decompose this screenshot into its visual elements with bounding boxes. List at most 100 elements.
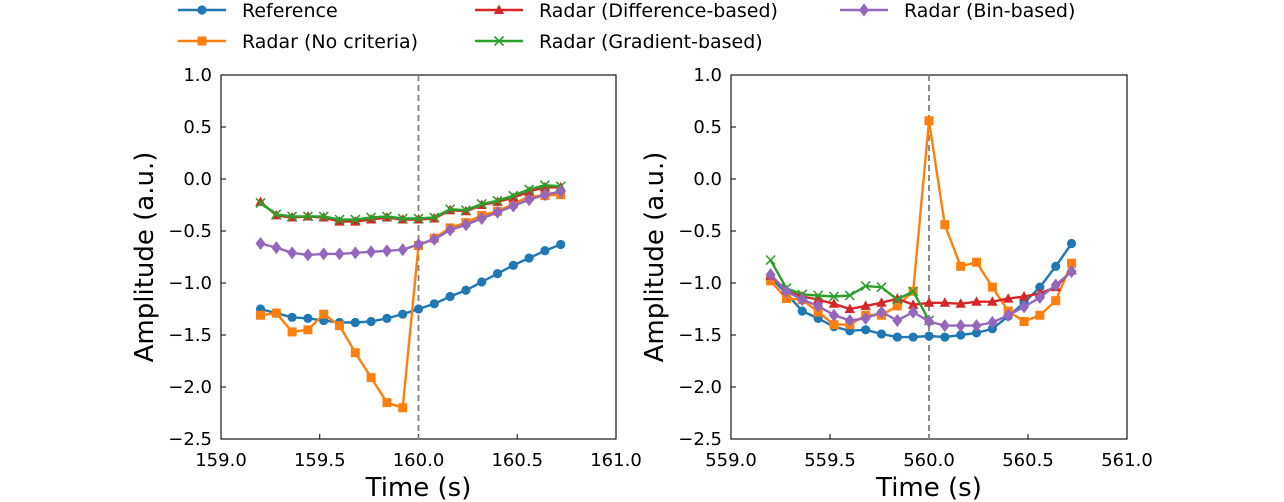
- data-point-bin-based: [892, 313, 903, 327]
- data-point-difference-based: [923, 297, 935, 307]
- y-tick-label: −1.5: [168, 325, 212, 346]
- data-point-gradient-based: [287, 211, 298, 222]
- legend-label: Radar (Bin-based): [904, 0, 1075, 22]
- data-point-gradient-based: [908, 286, 919, 297]
- data-point-gradient-based: [366, 212, 377, 223]
- data-point-reference: [861, 325, 871, 335]
- data-point-bin-based: [334, 247, 345, 261]
- data-point-reference: [524, 253, 534, 263]
- data-point-reference: [477, 277, 487, 287]
- data-point-gradient-based: [844, 290, 855, 301]
- x-tick-label: 161.0: [590, 450, 642, 471]
- data-point-bin-based: [876, 305, 887, 319]
- legend-marker: [197, 36, 207, 46]
- legend-label: Radar (Gradient-based): [539, 31, 763, 53]
- data-point-bin-based: [1003, 308, 1014, 322]
- data-point-bin-based: [539, 188, 550, 202]
- data-point-gradient-based: [860, 281, 871, 292]
- data-point-no-criteria: [956, 261, 966, 271]
- series-bin-based: [255, 184, 566, 262]
- data-point-bin-based: [445, 223, 456, 237]
- y-axis-label: Amplitude (a.u.): [130, 152, 160, 363]
- x-tick-label: 559.5: [804, 450, 856, 471]
- data-point-no-criteria: [271, 308, 281, 318]
- data-point-difference-based: [955, 298, 966, 308]
- y-tick-label: −0.5: [678, 221, 722, 242]
- data-point-gradient-based: [413, 213, 424, 224]
- data-point-reference: [940, 332, 950, 342]
- data-point-difference-based: [907, 299, 919, 309]
- data-point-gradient-based: [460, 205, 471, 216]
- data-point-gradient-based: [255, 197, 266, 208]
- data-point-gradient-based: [828, 291, 840, 302]
- data-point-reference: [1035, 282, 1045, 292]
- data-point-reference: [303, 313, 313, 323]
- data-point-no-criteria: [1035, 310, 1045, 320]
- data-point-no-criteria: [303, 325, 313, 335]
- data-point-bin-based: [987, 316, 998, 330]
- data-point-reference: [540, 246, 550, 256]
- data-point-no-criteria: [256, 310, 265, 320]
- data-point-reference: [971, 328, 982, 338]
- data-point-no-criteria: [350, 348, 360, 358]
- y-tick-label: 1.0: [693, 65, 722, 86]
- series-reference: [255, 239, 566, 328]
- data-point-bin-based: [844, 313, 855, 327]
- x-tick-label: 561.0: [1101, 450, 1153, 471]
- data-point-reference: [366, 316, 376, 327]
- data-point-reference: [413, 304, 424, 314]
- data-point-difference-based: [987, 296, 998, 306]
- legend: Reference Radar (No criteria) Radar (Diffe…: [178, 0, 1075, 53]
- data-point-bin-based: [460, 218, 471, 232]
- data-point-bin-based: [971, 319, 982, 333]
- y-axis-label: Amplitude (a.u.): [640, 152, 670, 363]
- data-point-bin-based: [555, 184, 566, 198]
- data-point-gradient-based: [524, 184, 535, 195]
- data-point-bin-based: [1019, 300, 1030, 314]
- legend-item-reference: Reference: [178, 0, 338, 22]
- x-tick-label: 159.5: [294, 450, 346, 471]
- legend-item-bin-based: Radar (Bin-based): [840, 0, 1075, 22]
- data-point-reference: [445, 291, 455, 302]
- y-tick-label: 0.0: [183, 169, 212, 190]
- y-tick-label: −1.0: [678, 273, 722, 294]
- data-point-reference: [556, 239, 566, 250]
- data-point-difference-based: [892, 293, 903, 303]
- data-point-gradient-based: [476, 198, 487, 210]
- series-gradient-based: [255, 180, 566, 225]
- y-tick-label: −2.5: [678, 429, 722, 450]
- data-point-reference: [398, 309, 408, 319]
- data-point-difference-based: [1018, 291, 1030, 301]
- data-point-bin-based: [429, 232, 440, 246]
- data-point-bin-based: [1050, 278, 1061, 292]
- data-point-no-criteria: [1019, 316, 1029, 326]
- data-point-bin-based: [1066, 265, 1077, 279]
- data-point-bin-based: [797, 293, 808, 307]
- data-point-bin-based: [813, 299, 824, 313]
- data-point-gradient-based: [334, 214, 345, 225]
- data-point-gradient-based: [876, 282, 887, 293]
- data-point-gradient-based: [271, 209, 282, 220]
- data-point-no-criteria: [781, 294, 791, 304]
- data-point-reference: [287, 312, 297, 322]
- legend-marker: [197, 5, 207, 15]
- data-point-reference: [908, 332, 918, 342]
- data-point-gradient-based: [429, 212, 440, 223]
- data-point-no-criteria: [940, 220, 950, 230]
- data-point-no-criteria: [924, 116, 934, 126]
- data-point-gradient-based: [350, 214, 361, 225]
- data-point-difference-based: [876, 297, 887, 307]
- data-point-bin-based: [1034, 291, 1045, 305]
- data-point-reference: [429, 299, 439, 309]
- data-point-bin-based: [350, 246, 361, 260]
- data-point-gradient-based: [397, 213, 408, 224]
- x-axis-label: Time (s): [875, 473, 982, 502]
- data-point-bin-based: [765, 268, 776, 282]
- y-tick-label: 0.0: [693, 169, 722, 190]
- data-point-bin-based: [492, 205, 503, 219]
- legend-item-no-criteria: Radar (No criteria): [178, 31, 418, 53]
- legend-label: Reference: [242, 0, 338, 22]
- data-point-bin-based: [318, 247, 329, 261]
- data-point-bin-based: [255, 236, 266, 250]
- series-bin-based: [765, 265, 1077, 333]
